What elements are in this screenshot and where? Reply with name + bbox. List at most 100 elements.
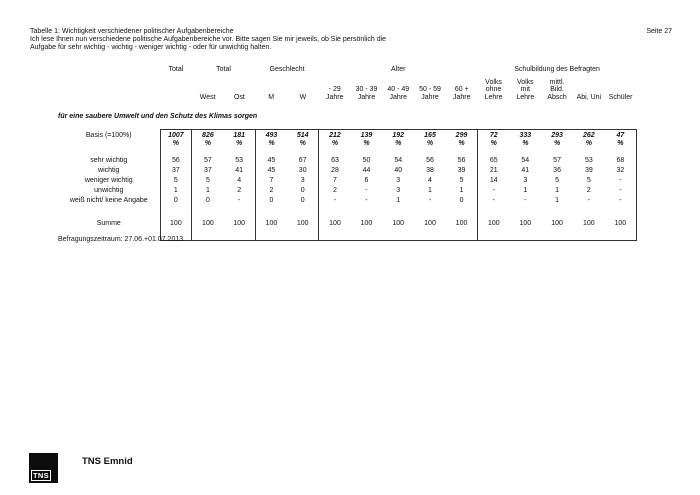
data-cell: 0 bbox=[300, 187, 305, 195]
data-cell: 0 bbox=[254, 196, 288, 206]
data-cell: 39 bbox=[457, 167, 466, 175]
data-cell: 32 bbox=[604, 166, 637, 176]
sum-cell: 100 bbox=[350, 211, 383, 241]
data-cell: 21 bbox=[477, 166, 510, 176]
column-group-header: Geschlecht bbox=[269, 66, 305, 73]
data-cell: 67 bbox=[298, 157, 307, 165]
section-title: für eine saubere Umwelt und den Schutz d… bbox=[58, 112, 258, 120]
footer: TNS TNS Emnid bbox=[29, 453, 133, 483]
column-group-header: Total bbox=[216, 66, 231, 73]
spacer-cell bbox=[254, 150, 288, 156]
data-cell: 1 bbox=[159, 186, 192, 196]
corner-cell bbox=[58, 60, 160, 73]
sum-cell: 100 bbox=[287, 211, 319, 241]
data-cell: 30 bbox=[298, 167, 307, 175]
spacer-cell bbox=[318, 150, 351, 156]
table-caption-line-1: Tabelle 1: Wichtigkeit verschiedener pol… bbox=[30, 28, 234, 35]
data-cell: 6 bbox=[364, 177, 369, 185]
basis-cell: 514% bbox=[287, 129, 319, 150]
data-cell: 2 bbox=[237, 187, 242, 195]
table-row: weiß nicht/ keine Angabe 0 0-0 0- -1-0- -1- - bbox=[58, 196, 637, 206]
column-header: - 29 Jahre bbox=[325, 86, 344, 101]
data-cell: 45 bbox=[254, 166, 288, 176]
data-cell: - bbox=[318, 196, 351, 206]
data-cell: 5 bbox=[459, 177, 464, 185]
column-header-row: West Ost M W - 29 Jahre 30 - 39 Jahre 40 - 49 … bbox=[58, 73, 637, 103]
row-label: Summe bbox=[96, 219, 121, 227]
row-label: unwichtig bbox=[94, 187, 124, 195]
data-cell: 50 bbox=[362, 157, 371, 165]
row-label: wichtig bbox=[98, 167, 120, 175]
data-cell: 44 bbox=[362, 167, 371, 175]
tns-logo-text: TNS bbox=[31, 470, 51, 481]
sum-cell: 100 bbox=[445, 211, 478, 241]
data-cell: 40 bbox=[394, 167, 403, 175]
column-header: mittl. Bild. Absch bbox=[547, 78, 567, 101]
basis-cell: 493% bbox=[254, 129, 288, 150]
data-cell: 2 bbox=[586, 187, 591, 195]
row-label: weiß nicht/ keine Angabe bbox=[69, 197, 148, 205]
data-cell: - bbox=[477, 196, 510, 206]
sum-cell: 100 bbox=[572, 211, 605, 241]
column-header bbox=[160, 73, 192, 103]
sum-cell: 100 bbox=[541, 211, 573, 241]
data-cell: - bbox=[604, 196, 637, 206]
basis-cell: 262% bbox=[572, 129, 605, 150]
spacer-cell bbox=[477, 150, 510, 156]
basis-cell: 165% bbox=[414, 129, 446, 150]
row-label: Basis (=100%) bbox=[85, 131, 132, 139]
table-area: Total Total Geschlecht Alter Schulbildung de… bbox=[58, 60, 637, 241]
column-header: West bbox=[199, 93, 216, 101]
data-cell: 3 bbox=[396, 177, 401, 185]
row-label: weniger wichtig bbox=[84, 177, 133, 185]
data-cell: 1 bbox=[459, 187, 464, 195]
data-cell: 41 bbox=[235, 167, 244, 175]
table-caption-line-3: Aufgabe für sehr wichtig - wichtig - wen… bbox=[30, 44, 272, 51]
data-cell: 2 bbox=[318, 186, 351, 196]
data-cell: 2 bbox=[254, 186, 288, 196]
basis-cell: 212% bbox=[318, 129, 351, 150]
data-cell: 14 bbox=[477, 176, 510, 186]
survey-period-note: Befragungszeitraum: 27.06.+01.07.2013 bbox=[58, 236, 184, 243]
data-cell: - bbox=[477, 186, 510, 196]
spacer-row bbox=[58, 150, 637, 156]
sum-row: Summe 100 100 100 100 100 100 100 100 100 100 100 10… bbox=[58, 211, 637, 241]
data-cell: 36 bbox=[553, 167, 561, 175]
data-cell: 53 bbox=[584, 157, 593, 165]
basis-cell: 826% bbox=[191, 129, 224, 150]
data-cell: 4 bbox=[428, 177, 432, 185]
data-cell: 0 bbox=[300, 197, 305, 205]
data-cell: 7 bbox=[318, 176, 351, 186]
spacer-cell bbox=[159, 206, 192, 211]
column-header: 30 - 39 Jahre bbox=[355, 86, 378, 101]
spacer-cell bbox=[254, 206, 288, 211]
spacer-cell bbox=[191, 206, 224, 211]
data-cell: 56 bbox=[426, 157, 434, 165]
column-header: 40 - 49 Jahre bbox=[387, 86, 410, 101]
column-header: Volks mit Lehre bbox=[516, 78, 535, 101]
column-group-header-row: Total Total Geschlecht Alter Schulbildung de… bbox=[58, 60, 637, 73]
data-cell: 53 bbox=[235, 157, 244, 165]
data-cell: 0 bbox=[459, 197, 464, 205]
basis-cell: 299% bbox=[445, 129, 478, 150]
data-cell: 3 bbox=[396, 187, 401, 195]
sum-cell: 100 bbox=[191, 211, 224, 241]
table-row: sehr wichtig 56 57 53 45 67 63 50 54 56 56 65 54 57 53… bbox=[58, 156, 637, 166]
basis-cell: 333% bbox=[509, 129, 542, 150]
data-cell: 5 bbox=[159, 176, 192, 186]
data-cell: 5 bbox=[555, 177, 560, 185]
data-cell: - bbox=[237, 197, 241, 205]
data-cell: 57 bbox=[191, 156, 224, 166]
table-row: unwichtig 1 1 2 2 0 2-3 1 1-1 1 2- bbox=[58, 186, 637, 196]
data-cell: 41 bbox=[521, 167, 530, 175]
data-cell: 1 bbox=[523, 187, 528, 195]
data-cell: 45 bbox=[254, 156, 288, 166]
basis-cell: 47% bbox=[604, 129, 637, 150]
data-cell: 39 bbox=[584, 167, 593, 175]
data-cell: 56 bbox=[457, 157, 466, 165]
section-title-row: für eine saubere Umwelt und den Schutz d… bbox=[58, 103, 637, 130]
data-cell: 37 bbox=[191, 166, 224, 176]
basis-cell: 1007% bbox=[159, 129, 192, 150]
spacer-cell bbox=[477, 206, 510, 211]
sum-cell: 100 bbox=[604, 211, 637, 241]
